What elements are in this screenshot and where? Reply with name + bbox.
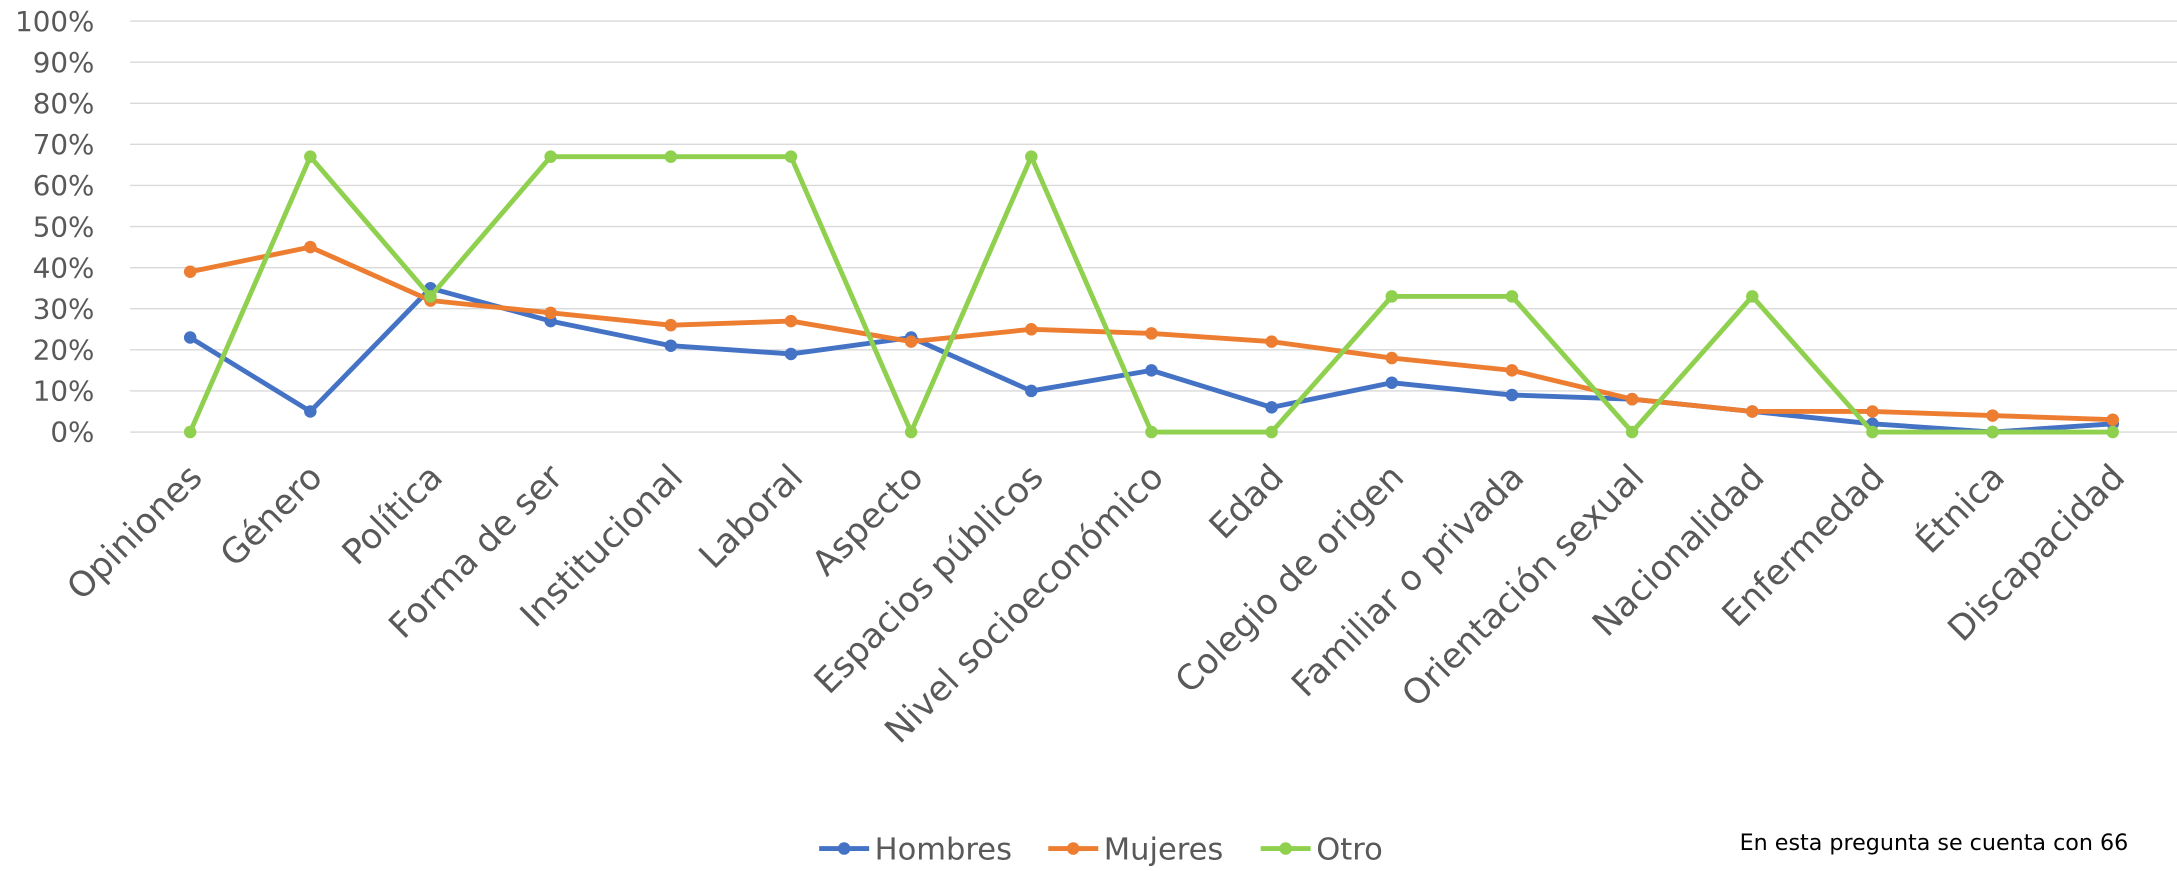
point (183, 425, 197, 439)
point (1145, 364, 1158, 377)
point (664, 339, 678, 352)
point (1866, 425, 1879, 439)
point (304, 405, 317, 418)
point (1265, 335, 1278, 348)
y-tick-label: 80% (33, 87, 95, 120)
point (424, 290, 437, 303)
point (1385, 351, 1399, 365)
x-tick-label: Aspecto (805, 457, 932, 584)
point (1145, 425, 1158, 439)
point (1986, 409, 1999, 422)
legend-label: Otro (1316, 833, 1383, 868)
legend-label: Hombres (875, 833, 1012, 868)
point (1145, 327, 1158, 340)
point (304, 150, 317, 163)
legend-marker (1279, 842, 1292, 855)
x-tick-label: Familiar o privada (1284, 457, 1532, 705)
point (544, 150, 557, 163)
point (1505, 364, 1519, 377)
x-tick-label: Género (213, 457, 331, 575)
legend-label: Mujeres (1104, 833, 1224, 868)
x-tick-label: Laboral (692, 457, 811, 576)
point (304, 240, 317, 254)
point (2106, 413, 2120, 426)
x-tick-label: Opiniones (60, 457, 211, 608)
x-tick-label: Espacios públicos (807, 457, 1052, 702)
annotation: En esta pregunta se cuenta con 66 (1740, 830, 2129, 856)
legend-marker (1066, 842, 1080, 855)
point (1986, 425, 1999, 439)
y-tick-label: 10% (33, 375, 95, 408)
point (904, 335, 918, 348)
point (784, 150, 798, 163)
x-tick-label: Étnica (1907, 456, 2013, 562)
point (1025, 150, 1038, 163)
x-tick-label: Colegio de origen (1168, 457, 1412, 701)
legend-marker (837, 842, 851, 855)
point (784, 347, 798, 361)
point (544, 306, 557, 320)
y-tick-label: 0% (50, 416, 94, 449)
y-tick-label: 40% (33, 251, 95, 284)
point (1866, 405, 1879, 418)
point (664, 318, 678, 332)
point (1746, 290, 1759, 303)
point (183, 265, 197, 279)
point (904, 425, 918, 439)
y-tick-label: 70% (33, 128, 95, 161)
y-tick-label: 100% (15, 5, 94, 38)
point (1265, 425, 1278, 439)
point (1265, 401, 1278, 414)
point (1625, 425, 1639, 439)
point (2106, 425, 2120, 439)
point (183, 331, 197, 344)
point (1385, 290, 1399, 303)
x-tick-label: Edad (1202, 457, 1292, 547)
y-tick-label: 90% (33, 46, 95, 79)
point (664, 150, 678, 163)
y-tick-label: 20% (33, 334, 95, 367)
point (1625, 392, 1639, 406)
point (1385, 376, 1399, 389)
point (1505, 388, 1519, 402)
point (784, 314, 798, 328)
y-tick-label: 60% (33, 169, 95, 202)
x-tick-label: Política (335, 457, 451, 573)
y-tick-label: 50% (33, 210, 95, 243)
point (1025, 384, 1038, 398)
point (1746, 405, 1759, 418)
y-tick-label: 30% (33, 292, 95, 325)
point (1025, 323, 1038, 336)
point (1505, 290, 1519, 303)
